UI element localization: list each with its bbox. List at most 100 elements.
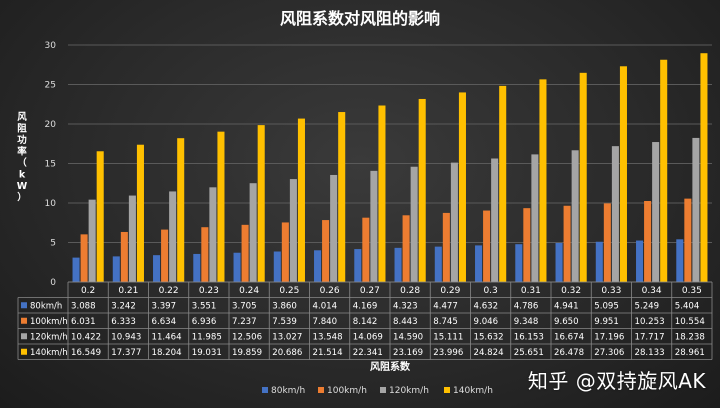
table-cell: 6.634 <box>152 317 177 327</box>
table-cell: 7.840 <box>313 317 338 327</box>
legend-key-100km/h <box>318 387 324 393</box>
table-cell: 22.341 <box>353 348 383 358</box>
table-cell: 3.551 <box>192 302 217 312</box>
table-cell: 20.686 <box>272 348 302 358</box>
table-cell: 9.348 <box>514 317 539 327</box>
table-cell: 26.478 <box>554 348 584 358</box>
bar-80km/h-0.34 <box>636 240 644 282</box>
table-cell: 4.014 <box>313 302 338 312</box>
table-cell: 13.027 <box>272 333 302 343</box>
legend-label: 80km/h <box>271 386 305 396</box>
table-cell: 16.549 <box>71 348 101 358</box>
table-cell: 16.674 <box>554 333 584 343</box>
table-cell: 28.133 <box>635 348 665 358</box>
bar-140km/h-0.35 <box>700 53 708 282</box>
bar-100km/h-0.25 <box>281 222 289 282</box>
bar-140km/h-0.29 <box>458 92 466 282</box>
bar-80km/h-0.25 <box>273 251 281 282</box>
x-tick-label: 0.29 <box>440 286 460 296</box>
table-cell: 14.590 <box>393 333 423 343</box>
bar-120km/h-0.35 <box>692 137 700 282</box>
y-tick-label: 5 <box>50 239 56 249</box>
bar-120km/h-0.25 <box>289 179 297 282</box>
table-cell: 17.377 <box>111 348 141 358</box>
x-tick-label: 0.32 <box>561 286 581 296</box>
x-tick-label: 0.26 <box>320 286 340 296</box>
table-cell: 12.506 <box>232 333 262 343</box>
legend-label: 100km/h <box>327 386 367 396</box>
bar-100km/h-0.31 <box>523 208 531 282</box>
bar-80km/h-0.24 <box>233 252 241 282</box>
table-cell: 3.088 <box>71 302 96 312</box>
table-cell: 19.031 <box>192 348 222 358</box>
bar-140km/h-0.33 <box>619 66 627 283</box>
bar-100km/h-0.27 <box>362 217 370 282</box>
y-axis-label-char: 阻 <box>17 124 27 135</box>
bar-120km/h-0.28 <box>410 166 418 282</box>
table-cell: 6.936 <box>192 317 217 327</box>
bar-80km/h-0.21 <box>112 256 120 282</box>
table-cell: 28.961 <box>675 348 705 358</box>
bar-140km/h-0.23 <box>217 131 225 282</box>
chart-title: 风阻系数对风阻的影响 <box>280 9 440 28</box>
bar-120km/h-0.29 <box>450 162 458 282</box>
bar-100km/h-0.28 <box>402 215 410 282</box>
table-cell: 16.153 <box>514 333 544 343</box>
table-cell: 11.985 <box>192 333 222 343</box>
table-cell: 17.196 <box>594 333 624 343</box>
table-cell: 4.477 <box>433 302 458 312</box>
bar-80km/h-0.23 <box>193 253 201 282</box>
table-cell: 21.514 <box>313 348 343 358</box>
bar-120km/h-0.3 <box>491 158 499 282</box>
bar-80km/h-0.33 <box>595 241 603 282</box>
table-cell: 23.169 <box>393 348 423 358</box>
legend-key-120km/h <box>380 387 386 393</box>
table-cell: 3.242 <box>111 302 136 312</box>
table-cell: 19.859 <box>232 348 262 358</box>
bar-120km/h-0.24 <box>249 183 257 282</box>
table-legend-key-100km/h <box>21 317 27 324</box>
x-tick-label: 0.27 <box>360 286 380 296</box>
bar-120km/h-0.21 <box>128 195 136 282</box>
x-tick-label: 0.28 <box>400 286 420 296</box>
bar-120km/h-0.23 <box>209 187 217 282</box>
bar-100km/h-0.23 <box>201 227 209 282</box>
table-cell: 3.860 <box>272 302 297 312</box>
y-tick-label: 15 <box>45 160 56 170</box>
bar-100km/h-0.2 <box>80 234 88 282</box>
bar-80km/h-0.35 <box>676 239 684 282</box>
bar-80km/h-0.31 <box>515 244 523 282</box>
bar-100km/h-0.32 <box>563 205 571 282</box>
table-series-label: 80km/h <box>30 302 62 312</box>
table-cell: 3.397 <box>152 302 177 312</box>
table-legend-key-120km/h <box>21 333 27 340</box>
bar-80km/h-0.27 <box>354 249 362 282</box>
table-cell: 23.996 <box>433 348 463 358</box>
table-cell: 10.422 <box>71 333 101 343</box>
table-cell: 8.142 <box>353 317 378 327</box>
bar-120km/h-0.32 <box>571 150 579 282</box>
table-series-label: 100km/h <box>30 317 68 327</box>
table-cell: 5.249 <box>635 302 660 312</box>
table-cell: 14.069 <box>353 333 383 343</box>
table-cell: 9.650 <box>554 317 579 327</box>
bar-140km/h-0.21 <box>136 144 144 282</box>
bar-100km/h-0.33 <box>603 203 611 282</box>
table-cell: 7.539 <box>272 317 297 327</box>
table-series-label: 140km/h <box>30 348 68 358</box>
bar-140km/h-0.22 <box>177 138 185 282</box>
bar-140km/h-0.24 <box>257 125 265 283</box>
bar-140km/h-0.31 <box>539 79 547 282</box>
y-axis-label-char: （ <box>17 157 27 169</box>
x-tick-label: 0.33 <box>601 286 621 296</box>
bar-140km/h-0.2 <box>96 151 104 282</box>
table-cell: 5.404 <box>675 302 700 312</box>
bar-140km/h-0.28 <box>418 98 426 282</box>
bar-80km/h-0.29 <box>434 246 442 282</box>
watermark: 知乎 @双持旋风AK <box>527 369 706 393</box>
y-axis-label-char: W <box>17 181 28 192</box>
table-legend-key-140km/h <box>21 348 27 355</box>
table-cell: 25.651 <box>514 348 544 358</box>
